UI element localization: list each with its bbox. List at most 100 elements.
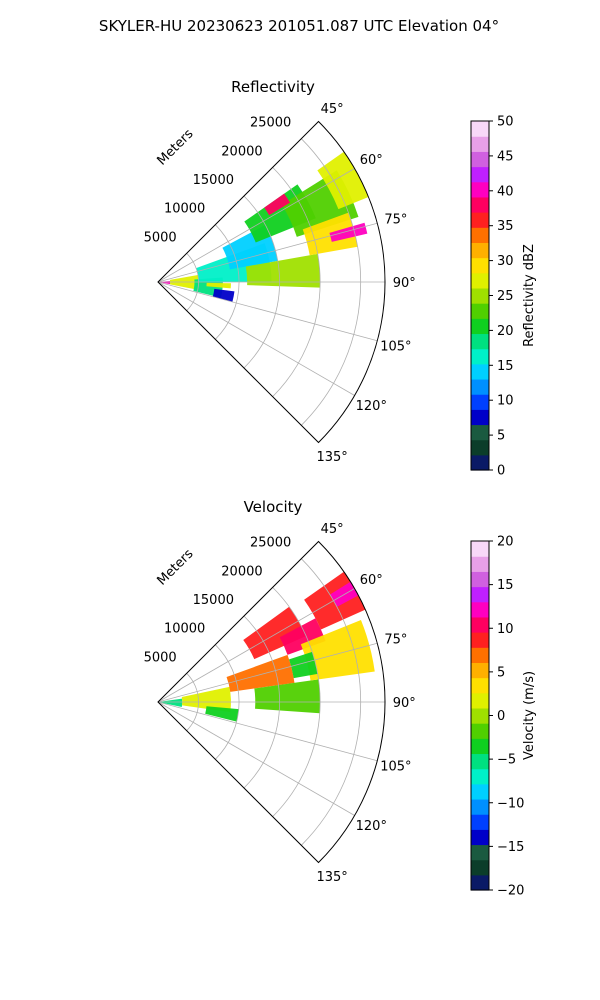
colorbar-tick-2: 10 — [497, 394, 514, 409]
grid-layer — [157, 138, 385, 426]
data-region-6 — [245, 253, 321, 288]
r-tick-1: 10000 — [164, 622, 205, 637]
data-region-6 — [279, 618, 326, 655]
data-region-11 — [317, 151, 369, 210]
r-axis-label: Meters — [155, 546, 197, 588]
colorbar: −20 −15 −10 −5 0 5 10 15 20 Velocity (m/s) — [470, 535, 537, 899]
theta-tick-4: 105° — [380, 760, 411, 775]
colorbar-tick-9: 45 — [497, 149, 514, 164]
colorbar-bin-17 — [471, 196, 489, 213]
colorbar: 0 5 10 15 20 25 30 35 40 45 50 Reflectivity dBZ — [470, 115, 537, 479]
colorbar-bin-7 — [471, 768, 489, 785]
panel-title: Velocity — [244, 498, 303, 516]
colorbar-tick-4: 0 — [497, 709, 505, 724]
velocity-panel: Velocity 45° 60° 75° 90° 105° 120° 135° 5000 1000… — [144, 498, 537, 899]
theta-tick-0: 45° — [321, 522, 344, 537]
colorbar-tick-0: 0 — [497, 464, 505, 479]
colorbar-tick-6: 30 — [497, 254, 514, 269]
data-region-3 — [226, 654, 295, 692]
data-region-2 — [205, 706, 239, 722]
colorbar-bin-21 — [471, 556, 489, 572]
colorbar-bin-15 — [471, 647, 489, 663]
r-tick-0: 5000 — [144, 230, 177, 245]
r-tick-1: 10000 — [164, 202, 205, 217]
sector-frame — [157, 540, 386, 864]
theta-tick-3: 90° — [393, 276, 416, 291]
colorbar-bin-19 — [471, 166, 489, 183]
r-tick-2: 15000 — [193, 593, 234, 608]
colorbar-bin-3 — [471, 829, 489, 846]
colorbar-bin-10 — [471, 723, 489, 739]
colorbar-bin-13 — [471, 257, 489, 274]
colorbar-bin-8 — [471, 333, 489, 350]
colorbar-bin-18 — [471, 181, 489, 198]
colorbar-tick-5: 25 — [497, 289, 514, 304]
theta-grid-line-2 — [157, 222, 378, 283]
theta-tick-1: 60° — [360, 573, 383, 588]
colorbar-tick-7: 15 — [497, 578, 514, 593]
colorbar-bin-15 — [471, 227, 489, 243]
colorbar-bin-18 — [471, 601, 489, 618]
reflectivity-panel: Reflectivity45°60°75°90°105°120°135°5000… — [144, 78, 537, 479]
r-tick-3: 20000 — [221, 144, 262, 159]
theta-tick-3: 90° — [393, 696, 416, 711]
r-tick-4: 25000 — [250, 536, 291, 551]
data-region-10 — [329, 222, 368, 242]
theta-grid-line-5 — [157, 281, 355, 396]
colorbar-tick-3: −5 — [497, 753, 516, 768]
colorbar-bin-6 — [471, 363, 489, 380]
colorbar-tick-6: 10 — [497, 622, 514, 637]
data-region-5 — [243, 606, 307, 660]
colorbar-bin-5 — [471, 378, 489, 395]
colorbar-bin-22 — [471, 121, 489, 137]
colorbar-tick-0: −20 — [497, 884, 524, 899]
data-region-1 — [181, 686, 231, 713]
r-tick-2: 15000 — [193, 173, 234, 188]
data-region-4 — [254, 679, 321, 714]
theta-tick-5: 120° — [356, 399, 387, 414]
colorbar-tick-4: 20 — [497, 324, 514, 339]
colorbar-bin-13 — [471, 677, 489, 694]
colorbar-bin-12 — [471, 272, 489, 289]
sector-frame — [157, 120, 386, 444]
theta-tick-4: 105° — [380, 340, 411, 355]
colorbar-bin-20 — [471, 571, 489, 588]
figure-suptitle: SKYLER-HU 20230623 201051.087 UTC Elevat… — [99, 17, 499, 35]
colorbar-bin-9 — [471, 738, 489, 755]
colorbar-bin-14 — [471, 662, 489, 679]
theta-grid-line-1 — [157, 168, 355, 283]
theta-tick-1: 60° — [360, 153, 383, 168]
theta-tick-2: 75° — [384, 632, 407, 647]
colorbar-tick-5: 5 — [497, 665, 505, 680]
colorbar-tick-1: 5 — [497, 429, 505, 444]
colorbar-tick-3: 15 — [497, 359, 514, 374]
grid-layer — [157, 558, 385, 846]
colorbar-bin-11 — [471, 287, 489, 304]
data-region-13 — [206, 282, 231, 289]
r-tick-3: 20000 — [221, 564, 262, 579]
colorbar-bin-22 — [471, 541, 489, 557]
data-region-12 — [264, 193, 291, 216]
colorbar-bin-6 — [471, 783, 489, 800]
theta-grid-line-4 — [157, 281, 378, 342]
r-tick-4: 25000 — [250, 116, 291, 131]
colorbar-bin-10 — [471, 303, 489, 319]
panel-title: Reflectivity — [231, 78, 315, 96]
theta-tick-0: 45° — [321, 102, 344, 117]
colorbar-bin-4 — [471, 814, 489, 830]
colorbar-bin-14 — [471, 242, 489, 259]
colorbar-bin-0 — [471, 454, 489, 471]
colorbar-tick-10: 50 — [497, 115, 514, 130]
colorbar-tick-2: −10 — [497, 796, 524, 811]
colorbar-bin-2 — [471, 424, 489, 441]
theta-tick-6: 135° — [316, 450, 347, 465]
colorbar-bin-7 — [471, 348, 489, 365]
colorbar-tick-8: 20 — [497, 535, 514, 550]
colorbar-tick-7: 35 — [497, 219, 514, 234]
colorbar-label: Reflectivity dBZ — [522, 244, 537, 347]
colorbar-bin-16 — [471, 632, 489, 648]
data-region-0 — [158, 698, 183, 708]
theta-tick-5: 120° — [356, 819, 387, 834]
colorbar-bin-12 — [471, 692, 489, 709]
